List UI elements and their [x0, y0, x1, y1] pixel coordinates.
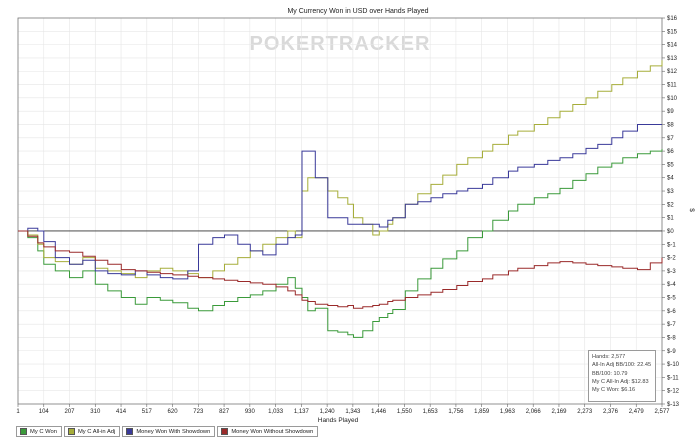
x-tick-label: 620: [168, 409, 179, 415]
legend-label: Money Won Without Showdown: [231, 428, 314, 435]
plot-frame: [17, 17, 663, 405]
y-tick-label: $-1: [667, 242, 676, 248]
stat-bb100: BB/100: 10.79: [592, 370, 628, 377]
x-tick-label: 1,343: [345, 409, 361, 415]
x-tick-label: 1,446: [371, 409, 387, 415]
x-tick-label: 827: [219, 409, 230, 415]
y-tick-label: $-13: [667, 402, 680, 408]
series-line-money-won-with-showdown: [18, 124, 662, 280]
y-tick-label: $15: [667, 29, 678, 35]
x-tick-label: 2,273: [577, 409, 593, 415]
series-line-my-c-won: [18, 149, 663, 338]
y-tick-label: $9: [667, 109, 674, 115]
y-tick-label: $3: [667, 189, 674, 195]
legend-label: My C Won: [30, 428, 57, 435]
y-tick-label: $5: [667, 162, 674, 168]
x-tick-label: 1,240: [320, 409, 336, 415]
x-tick-label: 104: [39, 409, 50, 415]
legend-item-my-c-won[interactable]: My C Won: [16, 426, 62, 437]
y-tick-label: $1: [667, 216, 674, 222]
legend-swatch: [20, 428, 27, 435]
y-tick-label: $12: [667, 69, 678, 75]
y-tick-label: $11: [667, 83, 677, 89]
legend: My C Won My C All-in Adj Money Won With …: [16, 426, 320, 437]
x-tick-label: 930: [245, 409, 256, 415]
chart-title: My Currency Won in USD over Hands Played: [287, 8, 428, 15]
x-tick-label: 2,169: [551, 409, 567, 415]
y-tick-label: $-10: [667, 362, 680, 368]
legend-swatch: [126, 428, 134, 435]
stat-allin-adj: My C All-In Adj: $12.83: [592, 378, 649, 385]
y-tick-label: $4: [667, 176, 674, 182]
x-tick-label: 1,756: [448, 409, 464, 415]
legend-swatch: [221, 428, 229, 435]
x-axis-label: Hands Played: [318, 417, 359, 424]
y-tick-label: $6: [667, 149, 674, 155]
legend-swatch: [67, 428, 75, 435]
grid: [17, 17, 663, 405]
legend-label: My C All-in Adj: [77, 428, 116, 435]
y-tick-label: $7: [667, 136, 674, 142]
y-tick-label: $0: [667, 229, 674, 235]
legend-item-without-showdown[interactable]: Money Won Without Showdown: [217, 426, 319, 437]
y-axis-ticks: $16 $15 $14 $13 $12 $11 $10 $9 $8 $7 $6 $5 $4 $3 $2 $1 $…: [662, 16, 680, 408]
x-axis-ticks: 1 104 207 310 414 517 620 723 827 930 1,033 1,137 1,…: [16, 404, 670, 415]
y-tick-label: $-4: [667, 282, 676, 288]
legend-item-all-in-adj[interactable]: My C All-in Adj: [63, 426, 121, 437]
y-axis-label: $: [688, 208, 695, 212]
y-tick-label: $8: [667, 122, 674, 128]
x-tick-label: 1,963: [500, 409, 516, 415]
x-tick-label: 2,066: [526, 409, 542, 415]
stat-hands: Hands: 2,577: [592, 354, 626, 360]
y-tick-label: $16: [667, 16, 678, 22]
legend-item-with-showdown[interactable]: Money Won With Showdown: [122, 426, 216, 437]
x-tick-label: 2,479: [629, 409, 645, 415]
y-tick-label: $-12: [667, 389, 680, 395]
x-tick-label: 1,550: [397, 409, 413, 415]
series-lines: [18, 60, 663, 338]
x-tick-label: 1,137: [294, 409, 310, 415]
x-tick-label: 1,653: [423, 409, 439, 415]
x-tick-label: 1,859: [474, 409, 490, 415]
x-tick-label: 2,577: [654, 409, 670, 415]
y-tick-label: $13: [667, 56, 678, 62]
x-tick-label: 414: [116, 409, 127, 415]
stat-won: My C Won: $6.16: [592, 387, 636, 394]
legend-label: Money Won With Showdown: [136, 428, 211, 435]
series-line-my-c-all-in-adj: [18, 60, 663, 279]
y-tick-label: $2: [667, 202, 674, 208]
y-tick-label: $-11: [667, 375, 679, 381]
x-tick-label: 1: [16, 409, 20, 415]
x-tick-label: 517: [142, 409, 153, 415]
x-tick-label: 723: [193, 409, 204, 415]
y-tick-label: $-9: [667, 349, 676, 355]
y-tick-label: $-3: [667, 269, 676, 275]
y-tick-label: $14: [667, 43, 678, 49]
x-tick-label: 310: [90, 409, 101, 415]
x-tick-label: 2,376: [603, 409, 619, 415]
stat-allin-bb100: All-In Adj BB/100: 22.45: [592, 362, 652, 369]
x-tick-label: 1,033: [268, 409, 284, 415]
y-tick-label: $10: [667, 96, 678, 102]
series-line-money-won-without-showdown: [18, 230, 663, 309]
y-tick-label: $-6: [667, 309, 676, 315]
y-tick-label: $-8: [667, 335, 676, 341]
y-tick-label: $-2: [667, 256, 676, 262]
x-tick-label: 207: [65, 409, 76, 415]
stats-box: Hands: 2,577 All-In Adj BB/100: 22.45 BB…: [588, 350, 656, 402]
watermark-text: POKERTRACKER: [250, 33, 431, 55]
y-tick-label: $-7: [667, 322, 676, 328]
y-tick-label: $-5: [667, 296, 676, 302]
